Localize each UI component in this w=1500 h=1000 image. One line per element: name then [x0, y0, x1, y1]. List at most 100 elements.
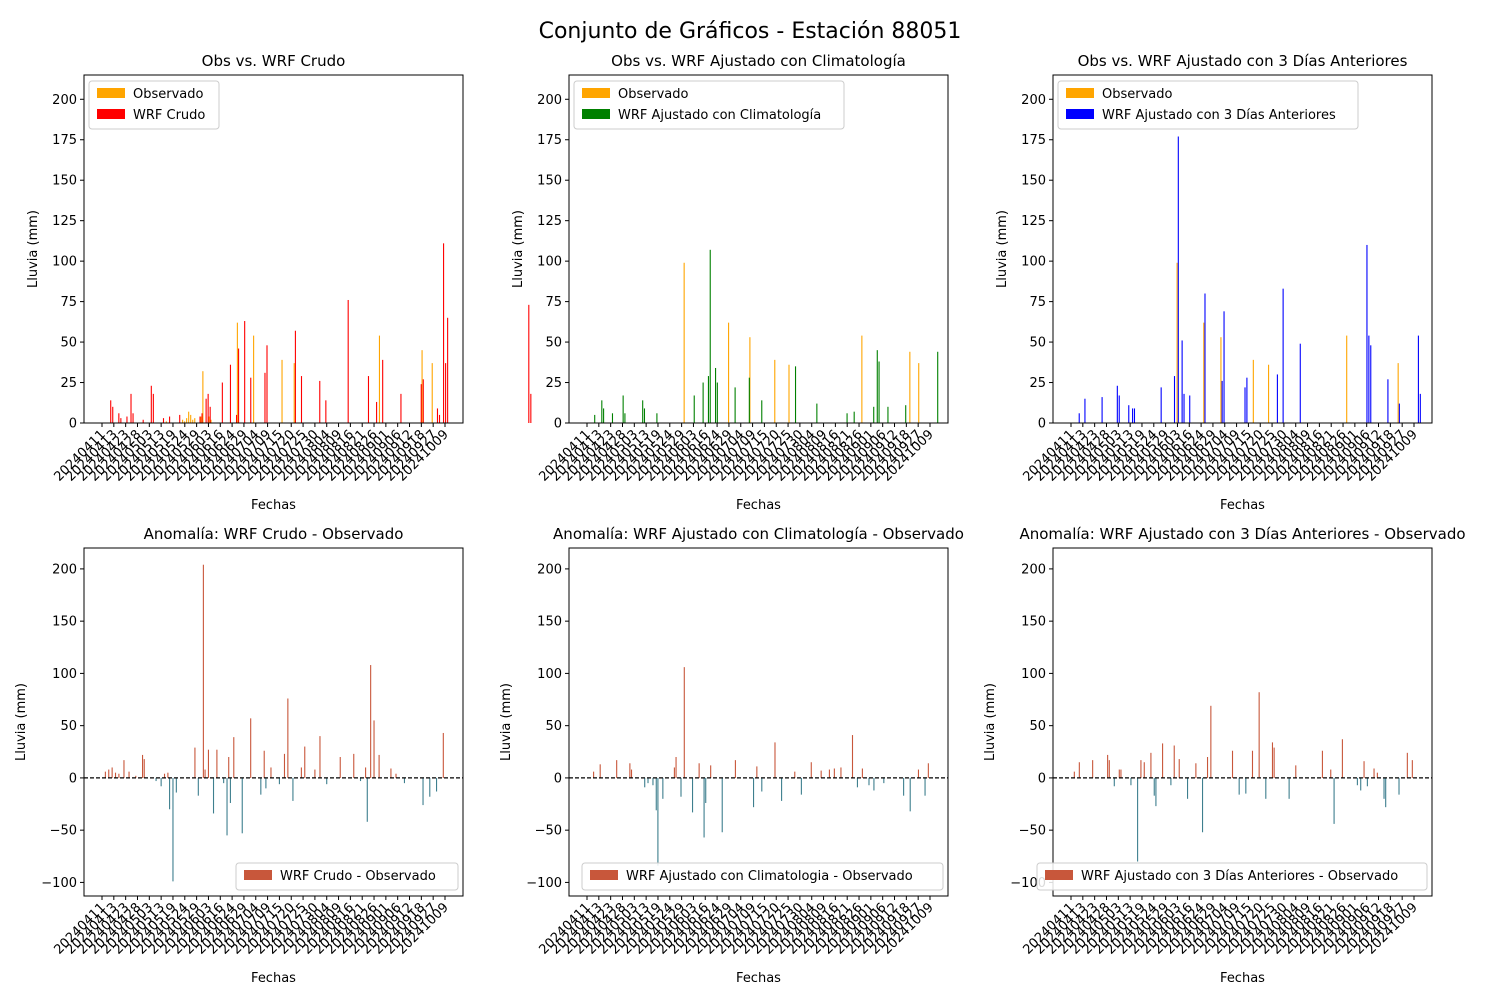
bar	[1133, 408, 1136, 423]
x-axis-label: Fechas	[251, 498, 296, 513]
chart-panel-5: −100−50050100150200202404112024041320240…	[499, 525, 964, 986]
bar	[820, 770, 822, 778]
bar	[629, 763, 631, 778]
bar	[1341, 739, 1343, 778]
bar	[1346, 335, 1348, 423]
bar	[753, 777, 755, 808]
bar	[326, 777, 328, 785]
bar	[172, 777, 174, 882]
y-tick-label: 25	[1029, 376, 1046, 391]
y-tick-label: 150	[1021, 174, 1046, 189]
bar	[828, 769, 830, 778]
bar	[130, 393, 132, 423]
y-tick-label: 150	[52, 615, 77, 630]
y-tick-label: 200	[537, 93, 562, 108]
y-tick-label: 100	[1021, 255, 1046, 270]
bar	[1203, 322, 1205, 423]
bar	[624, 413, 626, 423]
bar	[693, 395, 695, 423]
bar	[190, 414, 192, 423]
bar	[1265, 777, 1267, 799]
legend-swatch	[1045, 870, 1073, 880]
bar	[1170, 777, 1172, 786]
bar	[1220, 337, 1222, 423]
bar	[905, 405, 907, 423]
bar	[917, 769, 920, 778]
bar	[229, 777, 231, 803]
y-tick-label: 150	[537, 174, 562, 189]
y-tick-label: 125	[1021, 214, 1046, 229]
bar	[528, 304, 530, 423]
bar	[927, 763, 929, 778]
bar	[1271, 742, 1274, 778]
bar	[918, 363, 920, 423]
y-axis-label: Lluvia (mm)	[511, 210, 526, 288]
legend-label: WRF Ajustado con 3 Días Anteriores - Obs…	[1081, 869, 1398, 884]
bar	[367, 376, 370, 423]
y-tick-label: −50	[535, 824, 562, 839]
y-tick-label: 0	[69, 417, 77, 432]
bar	[422, 777, 424, 806]
bar	[1238, 777, 1240, 795]
bar	[197, 777, 199, 796]
bar	[781, 777, 783, 801]
plot-frame	[568, 547, 949, 897]
y-tick-label: 100	[537, 255, 562, 270]
bar	[1376, 772, 1378, 778]
legend-label: Observado	[618, 87, 689, 102]
bar	[278, 777, 280, 785]
bar	[194, 747, 196, 778]
bar	[200, 416, 202, 423]
bar	[1120, 769, 1122, 778]
bar	[675, 757, 677, 778]
bar	[160, 777, 162, 787]
bar	[721, 777, 723, 833]
bar	[1356, 777, 1358, 786]
bar	[238, 348, 240, 423]
bar	[1178, 759, 1180, 778]
legend-swatch	[244, 870, 272, 880]
bar	[420, 384, 422, 423]
bar	[390, 768, 392, 778]
bar	[655, 777, 657, 811]
bar	[1195, 763, 1197, 778]
y-tick-label: −50	[50, 824, 77, 839]
bar	[162, 418, 165, 423]
bar	[856, 777, 858, 788]
chart-panel-2: 0255075100125150175200202404112024041320…	[511, 52, 949, 513]
bar	[233, 737, 235, 778]
bar	[212, 777, 215, 814]
y-tick-label: 50	[1029, 336, 1046, 351]
bar	[1204, 293, 1206, 423]
bar	[861, 768, 863, 778]
bar	[1116, 385, 1118, 423]
legend-label: WRF Ajustado con Climatología	[618, 108, 821, 123]
bar	[155, 777, 157, 782]
bar	[707, 376, 709, 423]
bar	[182, 419, 184, 423]
bar	[123, 760, 125, 778]
bar	[236, 322, 238, 423]
bar	[1073, 771, 1075, 778]
bar	[1223, 311, 1225, 423]
y-tick-label: 200	[52, 93, 77, 108]
bar	[186, 418, 188, 423]
bar	[1183, 393, 1185, 423]
bar	[1387, 379, 1389, 423]
bar	[1295, 765, 1297, 778]
y-tick-label: 0	[554, 771, 562, 786]
bar	[683, 262, 685, 423]
y-tick-label: −100	[526, 876, 562, 891]
bar	[118, 773, 120, 778]
bar	[937, 351, 939, 423]
bar	[143, 759, 145, 778]
bar	[673, 767, 675, 778]
plot-frame	[83, 547, 464, 897]
bar	[165, 421, 167, 423]
bar	[1258, 692, 1260, 778]
bar	[1084, 398, 1086, 423]
y-tick-label: 175	[52, 133, 77, 148]
y-tick-label: 175	[1021, 133, 1046, 148]
bar	[179, 414, 181, 423]
